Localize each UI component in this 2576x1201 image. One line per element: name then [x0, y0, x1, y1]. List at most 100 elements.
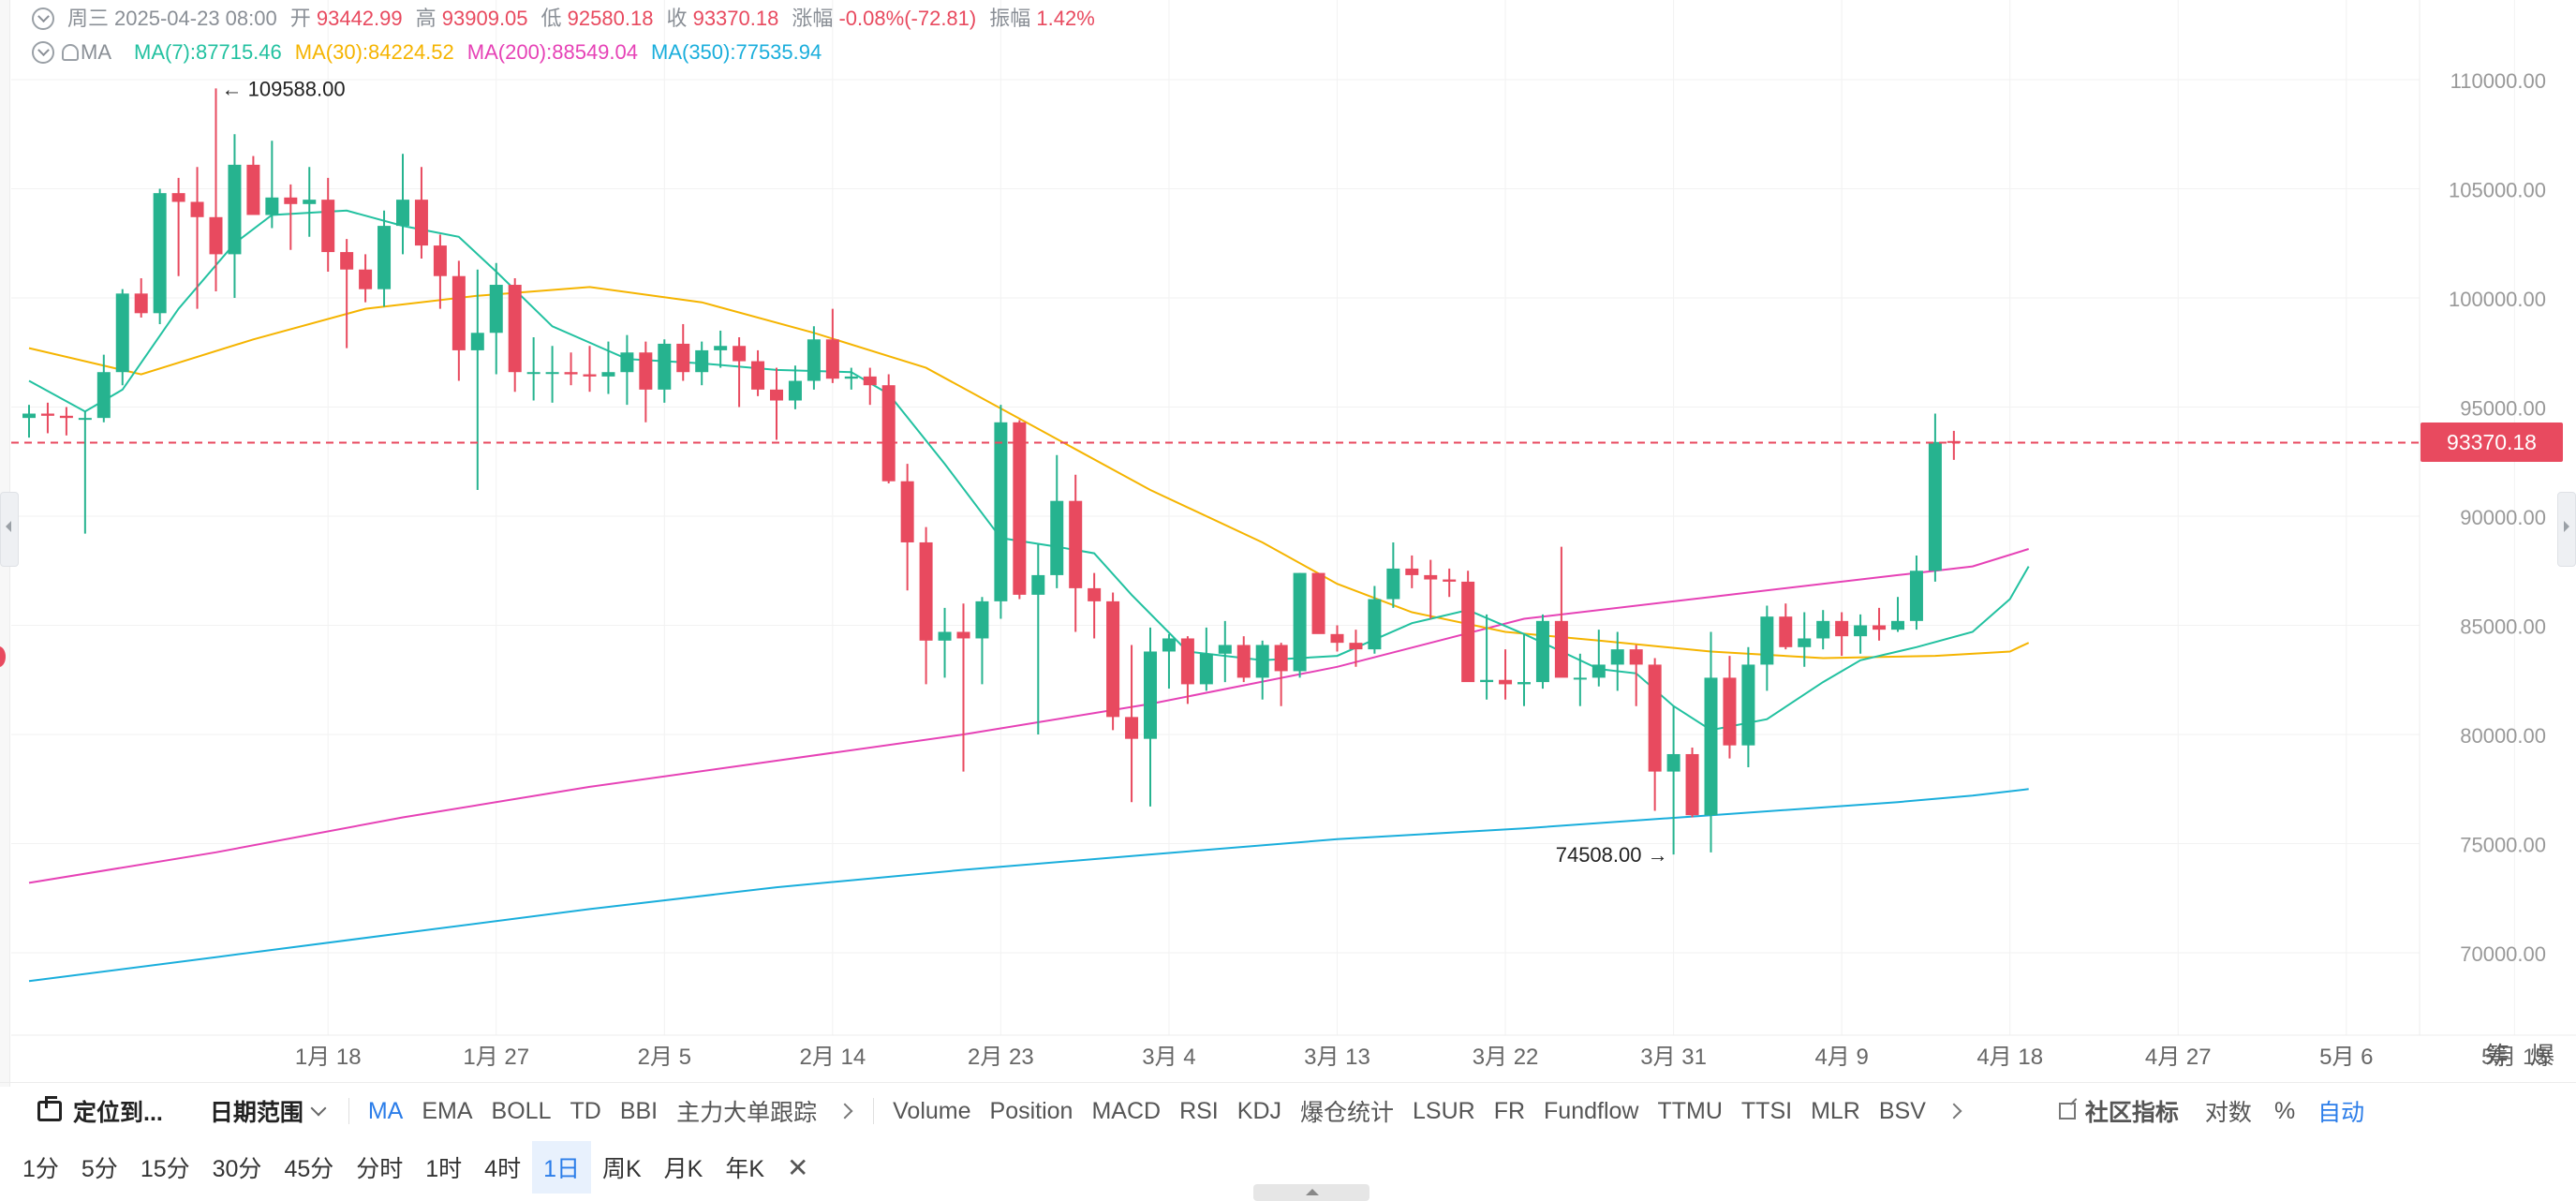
indicator-ema[interactable]: EMA	[422, 1097, 473, 1124]
candle-body	[284, 197, 298, 204]
log-scale-toggle[interactable]: 对数	[2204, 1100, 2252, 1126]
indicator-ttsi[interactable]: TTSI	[1740, 1097, 1793, 1124]
candle	[639, 341, 653, 423]
candle-body	[1255, 645, 1269, 678]
candle	[919, 526, 933, 685]
indicator-bsv[interactable]: BSV	[1878, 1097, 1926, 1124]
indicator-fundflow[interactable]: Fundflow	[1544, 1097, 1639, 1124]
candle	[844, 367, 858, 390]
timeframe-15m[interactable]: 15分	[140, 1156, 190, 1182]
timeframe-45m[interactable]: 45分	[284, 1156, 334, 1182]
candle-body	[433, 245, 447, 276]
candle	[770, 367, 783, 440]
indicator-ttmu[interactable]: TTMU	[1657, 1097, 1723, 1124]
candle	[433, 234, 447, 309]
candle	[1835, 612, 1849, 657]
indicator-ma[interactable]: MA	[367, 1097, 404, 1124]
panel-resize-handle[interactable]	[1253, 1184, 1369, 1201]
x-tick-label: 2月 5	[638, 1045, 691, 1070]
candle-body	[751, 361, 765, 390]
indicator-big-order[interactable]: 主力大单跟踪	[676, 1100, 818, 1126]
main-indicators-more[interactable]	[826, 1083, 864, 1139]
candle	[583, 346, 597, 393]
indicator-mlr[interactable]: MLR	[1811, 1097, 1860, 1124]
candle	[115, 289, 129, 386]
indicator-td[interactable]: TD	[570, 1097, 601, 1124]
candle-body	[1535, 620, 1549, 683]
community-indicators-button[interactable]: 社区指标	[2044, 1083, 2194, 1139]
indicator-fr[interactable]: FR	[1493, 1097, 1526, 1124]
timeframe-1m[interactable]: 1分	[22, 1156, 59, 1182]
locate-button[interactable]: 定位到...	[0, 1083, 178, 1139]
candle	[1069, 474, 1083, 632]
candle-body	[639, 352, 653, 390]
chevron-left-icon	[6, 521, 11, 532]
candle	[1891, 597, 1904, 632]
candle	[825, 308, 839, 383]
right-panel-toggle[interactable]	[2557, 492, 2576, 567]
candle-body	[1424, 574, 1438, 580]
x-tick-label: 3月 31	[1640, 1045, 1707, 1070]
timeframe-30m[interactable]: 30分	[212, 1156, 262, 1182]
candle-body	[695, 349, 709, 373]
change-value: -0.08%(-72.81)	[838, 7, 977, 30]
candle-body	[1554, 620, 1568, 678]
candle	[1236, 636, 1251, 683]
candle-body	[359, 269, 373, 289]
candle-body	[1088, 587, 1102, 601]
candle-body	[414, 200, 428, 246]
indicator-rsi[interactable]: RSI	[1179, 1097, 1219, 1124]
candle	[1349, 630, 1363, 667]
candle-body	[1330, 633, 1344, 644]
timeframe-5m[interactable]: 5分	[81, 1156, 118, 1182]
timeframe-week[interactable]: 周K	[601, 1156, 642, 1182]
amplitude-label: 振幅	[989, 7, 1031, 30]
candle-body	[115, 293, 129, 373]
timeframe-year[interactable]: 年K	[725, 1156, 765, 1182]
percent-scale-toggle[interactable]: %	[2273, 1097, 2296, 1124]
candle-body	[601, 372, 615, 377]
candle-body	[770, 389, 783, 401]
bell-icon[interactable]	[62, 44, 79, 61]
sub-indicators-more[interactable]	[1935, 1083, 1973, 1139]
indicator-kdj[interactable]: KDJ	[1236, 1097, 1281, 1124]
candle-body	[265, 197, 279, 215]
candle-body	[1610, 649, 1624, 665]
indicator-position[interactable]: Position	[989, 1097, 1073, 1124]
candle	[489, 262, 503, 375]
left-panel-toggle[interactable]	[0, 492, 19, 567]
indicator-bbi[interactable]: BBI	[619, 1097, 659, 1124]
collapse-icon[interactable]	[32, 41, 54, 64]
low-value: 92580.18	[567, 7, 654, 30]
timeframe-1h[interactable]: 1时	[425, 1156, 463, 1182]
low-label: 低	[540, 7, 562, 30]
candle	[78, 411, 92, 534]
indicator-volume[interactable]: Volume	[893, 1097, 971, 1124]
candle-body	[1909, 571, 1923, 621]
timeframe-month[interactable]: 月K	[663, 1156, 703, 1182]
candle-body	[40, 413, 54, 416]
indicator-liquidation[interactable]: 爆仓统计	[1300, 1100, 1395, 1126]
candle-body	[1480, 679, 1494, 683]
candle	[1798, 612, 1812, 667]
indicator-macd[interactable]: MACD	[1091, 1097, 1162, 1124]
candle-body	[321, 200, 335, 253]
date-range-dropdown[interactable]: 日期范围	[195, 1083, 339, 1139]
candle-body	[900, 481, 914, 542]
timeframe-1d[interactable]: 1日	[532, 1141, 591, 1194]
candle-body	[1050, 500, 1064, 575]
candle-body	[1180, 638, 1194, 685]
candle	[1873, 607, 1887, 641]
timeframe-4h[interactable]: 4时	[484, 1156, 522, 1182]
indicator-boll[interactable]: BOLL	[491, 1097, 552, 1124]
price-chart[interactable]: 70000.00 75000.00 80000.00 85000.00 90000.00…	[0, 0, 2576, 1077]
indicator-lsur[interactable]: LSUR	[1413, 1097, 1475, 1124]
candle-body	[620, 352, 634, 373]
divider	[873, 1098, 875, 1124]
candle-body	[470, 333, 484, 350]
timeframe-timeshare[interactable]: 分时	[356, 1156, 404, 1182]
close-icon[interactable]: ✕	[787, 1152, 809, 1182]
auto-scale-toggle[interactable]: 自动	[2317, 1100, 2365, 1126]
candle	[658, 339, 672, 403]
collapse-icon[interactable]	[32, 7, 54, 30]
